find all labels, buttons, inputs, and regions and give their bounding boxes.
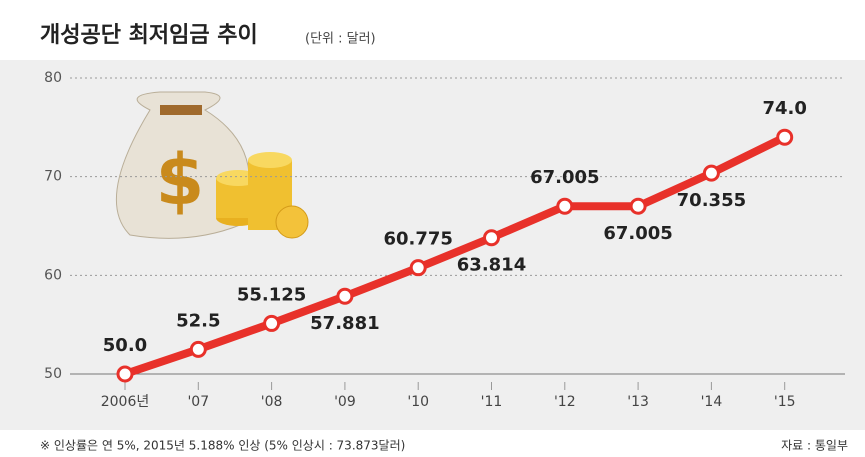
chart-subtitle: (단위 : 달러) (305, 32, 376, 47)
x-tick-label: '12 (554, 394, 576, 410)
point (631, 199, 645, 213)
y-tick-label: 70 (44, 169, 62, 185)
value-label: 67.005 (603, 223, 672, 244)
point (558, 199, 572, 213)
value-label: 70.355 (677, 190, 746, 211)
point (191, 342, 205, 356)
point (485, 231, 499, 245)
point (338, 289, 352, 303)
value-label: 74.0 (762, 98, 806, 119)
x-tick-label: '07 (187, 394, 209, 410)
value-label: 55.125 (237, 284, 306, 305)
y-tick-label: 50 (44, 366, 62, 382)
value-label: 52.5 (176, 310, 220, 331)
value-label: 67.005 (530, 167, 599, 188)
point (704, 166, 718, 180)
value-label: 57.881 (310, 313, 379, 334)
x-tick-label: '15 (774, 394, 796, 410)
x-tick-label: '11 (481, 394, 503, 410)
point (411, 261, 425, 275)
x-tick-label: '13 (627, 394, 649, 410)
x-tick-label: '08 (261, 394, 283, 410)
chart-title: 개성공단 최저임금 추이 (40, 23, 258, 48)
point (118, 367, 132, 381)
x-tick-label: 2006년 (101, 394, 150, 410)
value-label: 50.0 (103, 335, 147, 356)
x-tick-label: '14 (701, 394, 723, 410)
value-label: 63.814 (457, 255, 526, 276)
x-tick-label: '09 (334, 394, 356, 410)
source: 자료 : 통일부 (781, 439, 848, 453)
y-tick-label: 80 (44, 70, 62, 86)
point (265, 316, 279, 330)
svg-text:$: $ (156, 139, 205, 221)
y-tick-label: 60 (44, 267, 62, 283)
chart: 개성공단 최저임금 추이 (단위 : 달러) $ ※ 인상률은 연 5%, 20… (0, 0, 865, 457)
footnote: ※ 인상률은 연 5%, 2015년 5.188% 인상 (5% 인상시 : 7… (40, 439, 405, 453)
x-tick-label: '10 (407, 394, 429, 410)
point (778, 130, 792, 144)
value-label: 60.775 (383, 229, 452, 250)
